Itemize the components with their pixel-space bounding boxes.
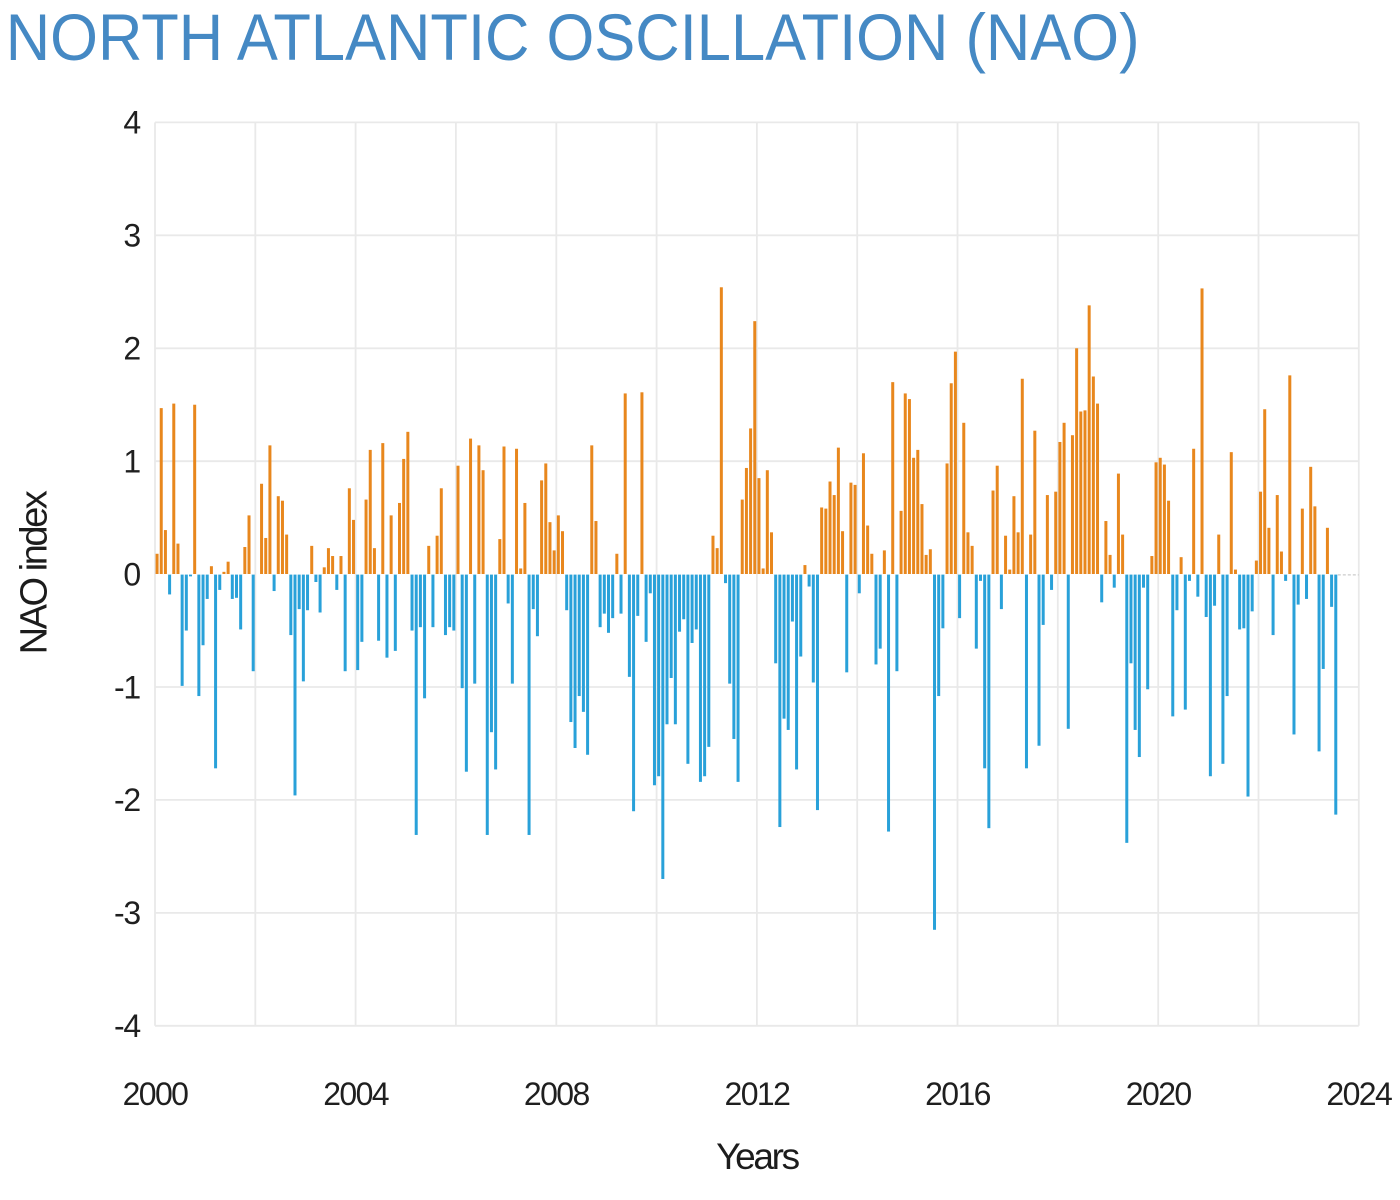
svg-text:4: 4 bbox=[123, 105, 140, 141]
svg-text:2024: 2024 bbox=[1326, 1076, 1392, 1112]
svg-text:-1: -1 bbox=[114, 669, 140, 705]
svg-text:3: 3 bbox=[123, 218, 140, 254]
svg-text:Years: Years bbox=[716, 1136, 800, 1177]
svg-text:2008: 2008 bbox=[524, 1076, 590, 1112]
svg-text:0: 0 bbox=[123, 556, 140, 592]
svg-text:-3: -3 bbox=[114, 895, 140, 931]
svg-text:2004: 2004 bbox=[323, 1076, 389, 1112]
svg-text:2020: 2020 bbox=[1126, 1076, 1192, 1112]
svg-text:2000: 2000 bbox=[123, 1076, 189, 1112]
svg-text:NAO index: NAO index bbox=[14, 490, 56, 654]
svg-text:NORTH ATLANTIC OSCILLATION (NA: NORTH ATLANTIC OSCILLATION (NAO) bbox=[6, 0, 1140, 74]
svg-text:-2: -2 bbox=[114, 782, 140, 818]
svg-text:2016: 2016 bbox=[925, 1076, 991, 1112]
svg-text:2: 2 bbox=[123, 331, 140, 367]
svg-text:1: 1 bbox=[123, 444, 140, 480]
svg-text:2012: 2012 bbox=[725, 1076, 791, 1112]
svg-text:-4: -4 bbox=[114, 1008, 140, 1044]
